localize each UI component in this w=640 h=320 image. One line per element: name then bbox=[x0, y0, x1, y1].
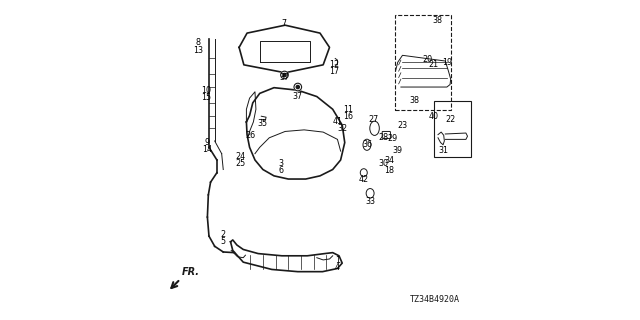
Text: 29: 29 bbox=[388, 134, 398, 143]
Text: 37: 37 bbox=[292, 92, 303, 101]
Text: 19: 19 bbox=[442, 58, 452, 67]
Text: 8: 8 bbox=[195, 38, 200, 47]
Text: 14: 14 bbox=[202, 145, 212, 154]
Text: 41: 41 bbox=[332, 117, 342, 126]
Text: 32: 32 bbox=[337, 124, 348, 133]
Text: 10: 10 bbox=[201, 86, 211, 95]
Text: 1: 1 bbox=[335, 256, 340, 265]
Text: 33: 33 bbox=[365, 197, 375, 206]
Text: 35: 35 bbox=[258, 119, 268, 128]
Text: 28: 28 bbox=[378, 133, 388, 142]
Circle shape bbox=[281, 71, 288, 79]
Text: 11: 11 bbox=[344, 105, 353, 114]
Text: 3: 3 bbox=[279, 159, 284, 168]
Text: 20: 20 bbox=[422, 55, 432, 64]
Text: 5: 5 bbox=[221, 237, 226, 246]
Text: 21: 21 bbox=[429, 60, 438, 69]
Text: 25: 25 bbox=[235, 159, 245, 168]
Text: 34: 34 bbox=[385, 156, 395, 165]
Text: 30: 30 bbox=[378, 159, 388, 168]
Text: 16: 16 bbox=[344, 112, 353, 121]
Text: 37: 37 bbox=[280, 73, 289, 82]
Text: 9: 9 bbox=[204, 138, 209, 147]
Text: TZ34B4920A: TZ34B4920A bbox=[410, 295, 460, 304]
Text: 22: 22 bbox=[445, 115, 455, 124]
Text: 31: 31 bbox=[438, 146, 448, 155]
Text: 39: 39 bbox=[393, 146, 403, 155]
Text: 2: 2 bbox=[221, 230, 226, 239]
Text: 17: 17 bbox=[329, 67, 339, 76]
Text: 42: 42 bbox=[358, 174, 369, 184]
Text: FR.: FR. bbox=[182, 268, 200, 277]
Text: 12: 12 bbox=[329, 60, 339, 69]
Text: 24: 24 bbox=[235, 152, 245, 161]
Text: 27: 27 bbox=[369, 115, 379, 124]
Text: 13: 13 bbox=[193, 46, 203, 55]
Circle shape bbox=[294, 83, 301, 91]
Text: 26: 26 bbox=[246, 131, 256, 140]
Polygon shape bbox=[246, 88, 345, 179]
Circle shape bbox=[283, 73, 286, 76]
Text: 18: 18 bbox=[384, 166, 394, 175]
Text: 38: 38 bbox=[433, 16, 442, 25]
Circle shape bbox=[296, 85, 300, 89]
Text: 40: 40 bbox=[429, 112, 438, 121]
Text: 6: 6 bbox=[279, 166, 284, 175]
Text: 38: 38 bbox=[410, 96, 420, 105]
Text: 15: 15 bbox=[201, 93, 211, 102]
Text: 36: 36 bbox=[363, 140, 372, 149]
Text: 4: 4 bbox=[335, 263, 340, 272]
Text: 23: 23 bbox=[397, 121, 408, 130]
Text: 7: 7 bbox=[281, 19, 286, 28]
